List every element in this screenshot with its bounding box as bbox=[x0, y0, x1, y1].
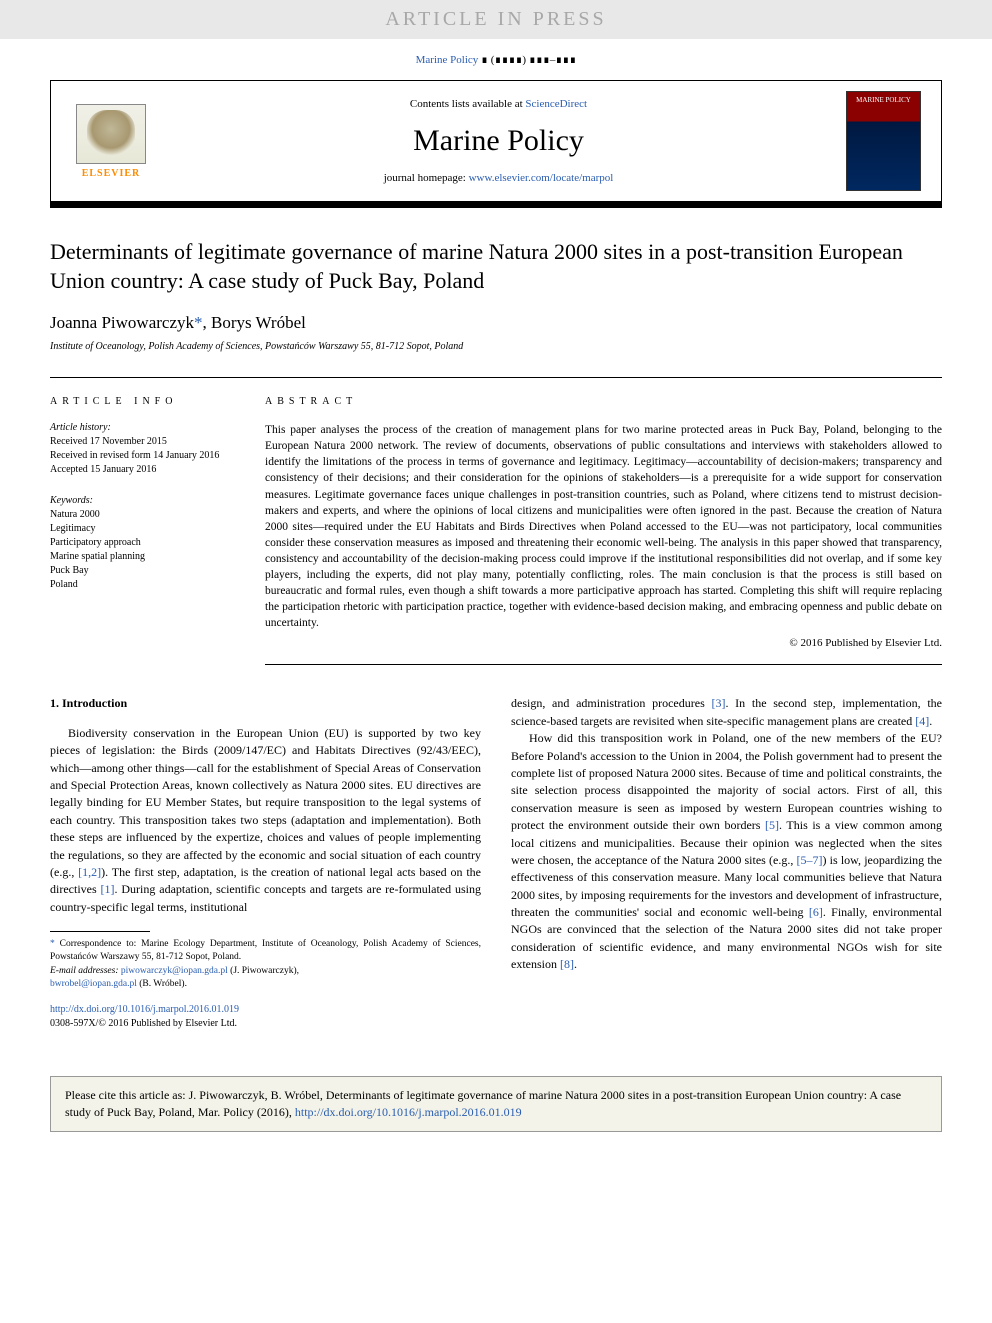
ref-5[interactable]: [5] bbox=[765, 818, 779, 832]
publisher-logo[interactable]: ELSEVIER bbox=[71, 96, 151, 186]
email-1-name: (J. Piwowarczyk), bbox=[228, 966, 299, 976]
keyword-4: Marine spatial planning bbox=[50, 550, 240, 564]
citation-vol: ∎ (∎∎∎∎) ∎∎∎–∎∎∎ bbox=[481, 54, 576, 66]
journal-title: Marine Policy bbox=[151, 124, 846, 158]
doi-link[interactable]: http://dx.doi.org/10.1016/j.marpol.2016.… bbox=[50, 1004, 239, 1015]
ref-5-7[interactable]: [5–7] bbox=[797, 853, 823, 867]
body-columns: 1. Introduction Biodiversity conservatio… bbox=[50, 695, 942, 1031]
footnote-corr-symbol: * bbox=[50, 939, 55, 949]
keyword-3: Participatory approach bbox=[50, 536, 240, 550]
authors-line: Joanna Piwowarczyk*, Borys Wróbel bbox=[50, 313, 942, 333]
p1a: Biodiversity conservation in the Europea… bbox=[50, 726, 481, 879]
footnote-corr-text: Correspondence to: Marine Ecology Depart… bbox=[50, 939, 481, 962]
affiliation: Institute of Oceanology, Polish Academy … bbox=[50, 341, 942, 352]
paper-title: Determinants of legitimate governance of… bbox=[50, 238, 942, 295]
email-1[interactable]: piwowarczyk@iopan.gda.pl bbox=[121, 966, 228, 976]
abstract-copyright: © 2016 Published by Elsevier Ltd. bbox=[265, 637, 942, 649]
revised-date: Received in revised form 14 January 2016 bbox=[50, 449, 240, 463]
contents-line: Contents lists available at ScienceDirec… bbox=[151, 98, 846, 110]
abstract-heading: ABSTRACT bbox=[265, 396, 942, 407]
homepage-prefix: journal homepage: bbox=[384, 172, 469, 184]
issn-line: 0308-597X/© 2016 Published by Elsevier L… bbox=[50, 1018, 237, 1029]
body-col-right: design, and administration procedures [3… bbox=[511, 695, 942, 1031]
article-info-heading: ARTICLE INFO bbox=[50, 396, 240, 407]
publisher-name: ELSEVIER bbox=[82, 168, 141, 179]
header-center: Contents lists available at ScienceDirec… bbox=[151, 98, 846, 184]
keyword-1: Natura 2000 bbox=[50, 508, 240, 522]
ref-8[interactable]: [8] bbox=[560, 957, 574, 971]
author-sep: , bbox=[203, 313, 212, 332]
email-2-name: (B. Wróbel). bbox=[137, 979, 187, 989]
sciencedirect-link[interactable]: ScienceDirect bbox=[525, 98, 587, 110]
intro-p2: design, and administration procedures [3… bbox=[511, 695, 942, 730]
section-1-heading: 1. Introduction bbox=[50, 695, 481, 712]
email-footnote: E-mail addresses: piwowarczyk@iopan.gda.… bbox=[50, 965, 481, 992]
p3a: How did this transposition work in Polan… bbox=[511, 731, 942, 832]
banner-text: ARTICLE IN PRESS bbox=[385, 8, 606, 30]
author-2[interactable]: Borys Wróbel bbox=[211, 313, 306, 332]
p1c: . During adaptation, scientific concepts… bbox=[50, 882, 481, 913]
keyword-5: Puck Bay bbox=[50, 564, 240, 578]
meta-row: ARTICLE INFO Article history: Received 1… bbox=[50, 377, 942, 665]
journal-cover[interactable]: MARINE POLICY bbox=[846, 91, 921, 191]
p3e: . bbox=[574, 957, 577, 971]
p2a: design, and administration procedures bbox=[511, 696, 711, 710]
abstract-text: This paper analyses the process of the c… bbox=[265, 422, 942, 631]
intro-p1: Biodiversity conservation in the Europea… bbox=[50, 725, 481, 916]
body-col-left: 1. Introduction Biodiversity conservatio… bbox=[50, 695, 481, 1031]
accepted-date: Accepted 15 January 2016 bbox=[50, 463, 240, 477]
footnote-separator bbox=[50, 931, 150, 932]
content-area: Determinants of legitimate governance of… bbox=[0, 208, 992, 1051]
ref-1[interactable]: [1] bbox=[101, 882, 115, 896]
author-1[interactable]: Joanna Piwowarczyk bbox=[50, 313, 194, 332]
history-label: Article history: bbox=[50, 422, 240, 433]
homepage-line: journal homepage: www.elsevier.com/locat… bbox=[151, 172, 846, 184]
citation-top: Marine Policy ∎ (∎∎∎∎) ∎∎∎–∎∎∎ bbox=[0, 39, 992, 80]
publisher-tree-icon bbox=[76, 104, 146, 164]
doi-block: http://dx.doi.org/10.1016/j.marpol.2016.… bbox=[50, 1003, 481, 1031]
keyword-2: Legitimacy bbox=[50, 522, 240, 536]
ref-1-2[interactable]: [1,2] bbox=[78, 865, 101, 879]
received-date: Received 17 November 2015 bbox=[50, 435, 240, 449]
journal-header: ELSEVIER Contents lists available at Sci… bbox=[50, 80, 942, 202]
abstract-col: ABSTRACT This paper analyses the process… bbox=[265, 396, 942, 665]
please-cite-box: Please cite this article as: J. Piwowarc… bbox=[50, 1076, 942, 1132]
p2c: . bbox=[929, 714, 932, 728]
keywords-block: Keywords: Natura 2000 Legitimacy Partici… bbox=[50, 495, 240, 592]
ref-4[interactable]: [4] bbox=[915, 714, 929, 728]
intro-p3: How did this transposition work in Polan… bbox=[511, 730, 942, 973]
journal-cover-title: MARINE POLICY bbox=[847, 92, 920, 104]
citation-journal-link[interactable]: Marine Policy bbox=[416, 54, 479, 66]
contents-prefix: Contents lists available at bbox=[410, 98, 525, 110]
ref-6[interactable]: [6] bbox=[809, 905, 823, 919]
article-info-col: ARTICLE INFO Article history: Received 1… bbox=[50, 396, 265, 665]
email-label: E-mail addresses: bbox=[50, 966, 121, 976]
correspondence-footnote: * Correspondence to: Marine Ecology Depa… bbox=[50, 938, 481, 965]
homepage-link[interactable]: www.elsevier.com/locate/marpol bbox=[469, 172, 614, 184]
abstract-body: This paper analyses the process of the c… bbox=[265, 424, 942, 629]
cite-doi-link[interactable]: http://dx.doi.org/10.1016/j.marpol.2016.… bbox=[295, 1105, 522, 1119]
keywords-label: Keywords: bbox=[50, 495, 240, 506]
corr-mark: * bbox=[194, 313, 203, 332]
article-in-press-banner: ARTICLE IN PRESS bbox=[0, 0, 992, 39]
keyword-6: Poland bbox=[50, 578, 240, 592]
ref-3[interactable]: [3] bbox=[711, 696, 725, 710]
email-2[interactable]: bwrobel@iopan.gda.pl bbox=[50, 979, 137, 989]
